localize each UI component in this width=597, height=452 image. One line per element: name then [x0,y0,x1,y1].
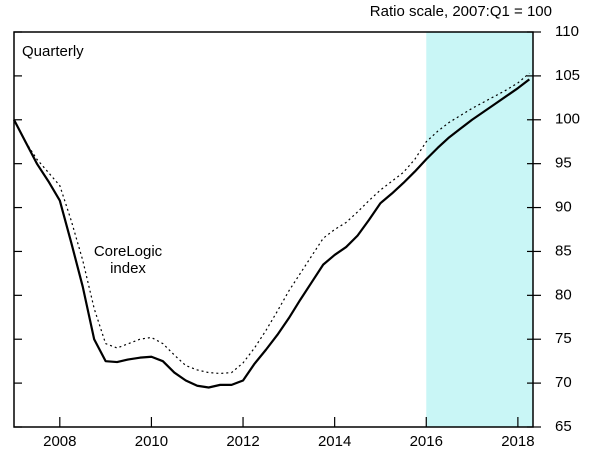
x-tick-label: 2012 [226,433,259,450]
y-tick-label: 85 [555,242,572,259]
x-tick-label: 2010 [135,433,168,450]
x-tick-label: 2018 [501,433,534,450]
y-tick-label: 90 [555,199,572,216]
x-tick-label: 2016 [410,433,443,450]
y-tick-label: 65 [555,418,572,435]
y-tick-label: 110 [555,23,579,40]
series-line [13,72,530,375]
chart-title: Ratio scale, 2007:Q1 = 100 [370,3,552,20]
y-tick-label: 80 [555,286,572,303]
x-tick-label: 2008 [43,433,76,450]
y-tick-label: 75 [555,330,572,347]
x-tick-label: 2014 [318,433,351,450]
y-tick-label: 70 [555,374,572,391]
annotation: Quarterly [22,43,84,60]
series-line [13,78,531,389]
shaded-region [426,32,533,427]
y-tick-label: 100 [555,111,580,128]
y-tick-label: 105 [555,67,580,84]
plot-frame [13,31,534,428]
y-tick-label: 95 [555,155,572,172]
series-label: CoreLogic index [93,243,163,277]
